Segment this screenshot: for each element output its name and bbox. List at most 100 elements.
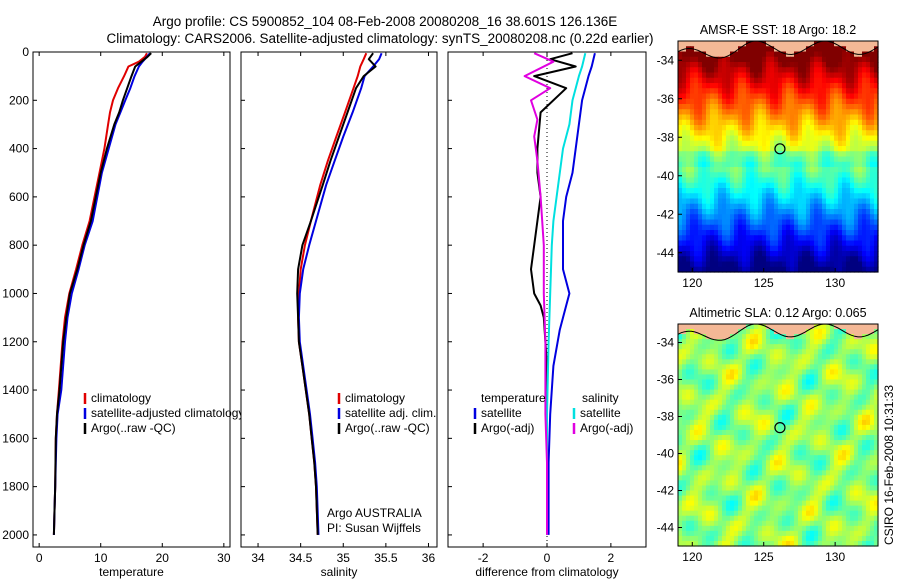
map-cell — [730, 324, 735, 330]
map-cell — [714, 41, 719, 47]
map-cell — [738, 435, 743, 441]
map-cell — [746, 455, 751, 461]
map-cell — [742, 203, 747, 210]
map-cell — [850, 224, 855, 231]
map-cell — [858, 77, 863, 84]
map-cell — [834, 349, 839, 355]
map-cell — [710, 404, 715, 411]
map-cell — [854, 470, 859, 476]
map-cell — [734, 46, 739, 53]
map-cell — [806, 214, 811, 221]
map-cell — [774, 450, 779, 456]
map-cell — [846, 485, 851, 492]
map-cell — [798, 465, 803, 471]
map-cell — [734, 475, 739, 482]
map-cell — [862, 72, 867, 79]
map-cell — [718, 500, 723, 507]
map-cell — [794, 67, 799, 74]
map-cell — [854, 240, 859, 247]
map-cell — [742, 83, 747, 89]
map-cell — [782, 455, 787, 461]
map-cell — [694, 151, 699, 158]
map-cell — [678, 151, 683, 158]
legend-item: climatology — [91, 391, 151, 405]
map-cell — [822, 369, 827, 376]
map-cell — [730, 510, 735, 517]
map-cell — [830, 161, 835, 168]
map-cell — [830, 465, 835, 471]
map-cell — [750, 364, 755, 371]
map-cell — [754, 530, 759, 537]
map-cell — [790, 167, 795, 173]
map-cell — [786, 429, 791, 436]
map-cell — [690, 394, 695, 401]
map-cell — [718, 161, 723, 168]
map-cell — [694, 424, 699, 431]
map-cell — [690, 51, 695, 58]
map-cell — [846, 46, 851, 53]
map-cell — [702, 404, 707, 411]
map-cell — [726, 530, 731, 537]
map-cell — [778, 435, 783, 441]
map-cell — [738, 399, 743, 406]
map-cell — [782, 109, 787, 116]
map-cell — [678, 339, 683, 345]
map-cell — [730, 193, 735, 200]
map-cell — [810, 329, 815, 335]
map-cell — [818, 324, 823, 330]
map-cell — [870, 224, 875, 231]
map-cell — [766, 540, 771, 547]
map-cell — [750, 88, 755, 95]
map-cell — [774, 119, 779, 126]
map-cell — [838, 455, 843, 461]
map-cell — [730, 125, 735, 131]
map-cell — [798, 354, 803, 360]
map-cell — [854, 505, 859, 512]
map-cell — [686, 490, 691, 497]
map-cell — [758, 424, 763, 431]
map-cell — [846, 540, 851, 547]
map-cell — [790, 109, 795, 116]
map-cell — [746, 520, 751, 527]
map-cell — [818, 379, 823, 386]
map-cell — [854, 235, 859, 242]
map-cell — [830, 219, 835, 226]
map-cell — [690, 256, 695, 263]
map-cell — [834, 404, 839, 411]
map-cell — [790, 450, 795, 456]
map-cell — [874, 119, 879, 126]
map-cell — [738, 188, 743, 194]
map-cell — [874, 369, 879, 376]
map-cell — [706, 67, 711, 74]
map-cell — [790, 399, 795, 406]
map-cell — [730, 182, 735, 189]
map-cell — [702, 140, 707, 147]
map-cell — [750, 177, 755, 184]
map-cell — [842, 505, 847, 512]
map-cell — [846, 419, 851, 426]
map-cell — [762, 419, 767, 426]
map-cell — [814, 440, 819, 446]
map-cell — [850, 435, 855, 441]
map-cell — [806, 125, 811, 131]
map-cell — [682, 324, 687, 330]
map-cell — [846, 193, 851, 200]
map-cell — [762, 490, 767, 497]
map-cell — [710, 455, 715, 461]
map-cell — [802, 93, 807, 100]
map-cell — [718, 530, 723, 537]
map-cell — [806, 530, 811, 537]
map-cell — [702, 475, 707, 482]
map-cell — [706, 329, 711, 335]
map-cell — [866, 266, 871, 273]
map-cell — [802, 245, 807, 252]
map-cell — [678, 535, 683, 542]
map-cell — [790, 198, 795, 205]
map-cell — [770, 379, 775, 386]
map-cell — [790, 424, 795, 431]
map-cell — [702, 349, 707, 355]
map-cell — [778, 374, 783, 381]
map-cell — [702, 535, 707, 542]
map-cell — [754, 450, 759, 456]
map-cell — [734, 334, 739, 340]
